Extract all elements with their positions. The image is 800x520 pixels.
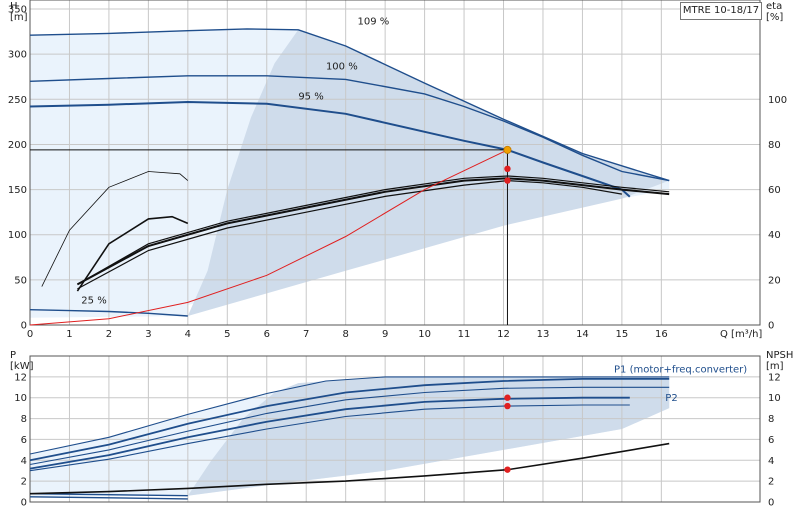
y-tick-label: 300 (8, 50, 27, 61)
x-tick-label: 12 (497, 329, 510, 340)
npsh-curve (29, 442, 670, 495)
power-marker (504, 402, 511, 410)
x-tick-label: 1 (66, 329, 72, 340)
power-curve-low-speed (29, 496, 188, 500)
x-tick-label: 14 (576, 329, 589, 340)
npsh-tick-label: 12 (768, 372, 781, 383)
efficiency-curve-low-speed (41, 171, 189, 287)
head-curve-label: 25 % (81, 295, 106, 306)
system-curve (29, 149, 508, 326)
x-tick-label: 9 (382, 329, 388, 340)
plot-frame-top (29, 0, 761, 326)
y2-tick-label: 100 (768, 95, 787, 106)
power-curve-label: P2 (665, 393, 677, 404)
y-tick-label: 100 (8, 230, 27, 241)
x-tick-label: 8 (342, 329, 348, 340)
npsh-axis-label: [m] (766, 361, 784, 372)
x-tick-label: 16 (655, 329, 668, 340)
npsh-marker (504, 466, 511, 473)
p-tick-label: 10 (14, 393, 27, 404)
p-tick-label: 12 (14, 372, 27, 383)
model-label: MTRE 10-18/17 (680, 2, 762, 20)
x-tick-label: 13 (537, 329, 550, 340)
y-tick-label: 150 (8, 185, 27, 196)
p-tick-label: 4 (21, 456, 27, 467)
p-tick-label: 2 (21, 477, 27, 488)
power-operating-fill (187, 376, 670, 496)
operating-region-fill (187, 29, 670, 317)
y-tick-label: 250 (8, 95, 27, 106)
y-tick-label: 200 (8, 140, 27, 151)
operating-point (503, 145, 512, 154)
y2-axis-label: eta (766, 1, 782, 12)
power-curve (29, 376, 670, 455)
power-curve-low-speed (29, 493, 188, 497)
p-tick-label: 6 (21, 435, 27, 446)
head-curve-label: 109 % (358, 16, 390, 27)
head-curve-label: 95 % (298, 91, 323, 102)
p-axis-label: P (10, 350, 16, 361)
npsh-tick-label: 8 (768, 414, 774, 425)
x-tick-label: 15 (616, 329, 629, 340)
p-axis-label: [kW] (10, 361, 34, 372)
p-tick-label: 0 (21, 498, 27, 509)
duty-marker (504, 177, 511, 184)
y2-tick-label: 20 (768, 275, 781, 286)
x-tick-label: 4 (185, 329, 191, 340)
power-curve (29, 396, 630, 470)
x-tick-label: 6 (264, 329, 270, 340)
npsh-axis-label: NPSH (766, 350, 793, 361)
head-curve (29, 309, 188, 317)
y-axis-label: H (10, 1, 18, 12)
x-tick-label: 0 (27, 329, 33, 340)
head-curve-label: 100 % (326, 62, 358, 73)
power-curve (29, 377, 670, 462)
power-curve-label: P1 (motor+freq.converter) (614, 365, 747, 376)
efficiency-curve (76, 177, 670, 286)
y2-axis-label: [%] (766, 12, 783, 23)
x-axis-label: Q [m³/h] (720, 329, 762, 340)
head-curve (29, 100, 631, 198)
x-tick-label: 5 (224, 329, 230, 340)
x-tick-label: 3 (145, 329, 151, 340)
npsh-tick-label: 10 (768, 393, 781, 404)
npsh-tick-label: 2 (768, 477, 774, 488)
power-marker (504, 394, 511, 401)
efficiency-curve-low-speed (76, 215, 189, 292)
y2-tick-label: 60 (768, 185, 781, 196)
x-tick-label: 7 (303, 329, 309, 340)
y2-tick-label: 80 (768, 140, 781, 151)
npsh-tick-label: 0 (768, 498, 774, 509)
y2-tick-label: 40 (768, 230, 781, 241)
power-curve (29, 404, 630, 472)
y-tick-label: 50 (14, 275, 27, 286)
head-curve (29, 75, 670, 182)
efficiency-curve (77, 175, 670, 285)
y-tick-label: 0 (21, 321, 27, 332)
x-tick-label: 11 (458, 329, 471, 340)
x-tick-label: 2 (106, 329, 112, 340)
p-tick-label: 8 (21, 414, 27, 425)
plot-frame-bottom (29, 355, 761, 503)
npsh-tick-label: 4 (768, 456, 774, 467)
duty-marker (504, 165, 511, 173)
npsh-tick-label: 6 (768, 435, 774, 446)
power-curve (29, 386, 670, 466)
y2-tick-label: 0 (768, 321, 774, 332)
x-tick-label: 10 (418, 329, 431, 340)
y-axis-label: [m] (10, 12, 28, 23)
efficiency-curve (77, 179, 623, 290)
y-tick-label: 350 (8, 5, 27, 16)
head-curve (29, 28, 670, 182)
